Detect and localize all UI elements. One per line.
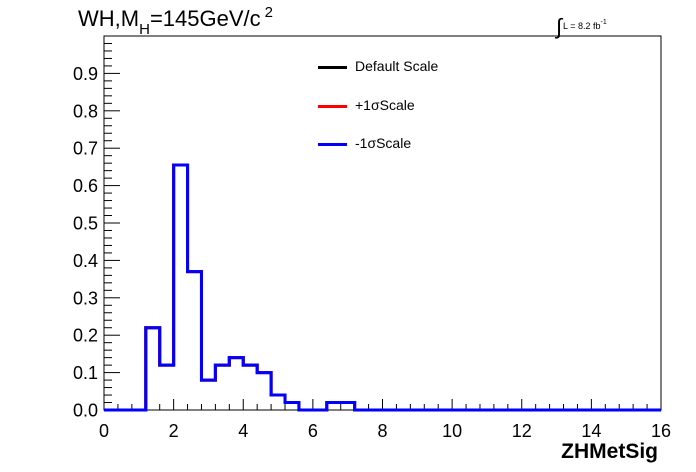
x-tick-label: 12 [512, 421, 532, 441]
legend-swatch-minus1sigma [318, 143, 347, 146]
luminosity-text: L = 8.2 fb [563, 21, 601, 31]
y-tick-label: 0.9 [73, 64, 98, 84]
title-subscript: H [139, 21, 150, 38]
x-tick-label: 2 [169, 421, 179, 441]
y-tick-label: 0.0 [73, 401, 98, 421]
x-tick-label: 6 [308, 421, 318, 441]
y-tick-label: 0.7 [73, 139, 98, 159]
legend-label-plus1sigma: +1σScale [355, 96, 415, 113]
y-tick-label: 0.2 [73, 326, 98, 346]
x-tick-label: 14 [581, 421, 601, 441]
title-mass-value: =145GeV/c [149, 6, 261, 31]
y-tick-label: 0.1 [73, 363, 98, 383]
legend-swatch-plus1sigma [318, 104, 347, 108]
title-superscript: 2 [264, 4, 273, 21]
legend-swatch-default [318, 66, 347, 69]
y-tick-label: 0.3 [73, 288, 98, 308]
x-tick-label: 10 [442, 421, 462, 441]
histogram-series-minus1sigma [104, 163, 661, 412]
y-tick-label: 0.8 [73, 101, 98, 121]
plot-title: WH,MH=145GeV/c 2 [78, 4, 273, 38]
y-tick-label: 0.5 [73, 214, 98, 234]
title-main: WH,M [78, 6, 140, 31]
x-tick-label: 8 [377, 421, 387, 441]
x-tick-label: 4 [238, 421, 248, 441]
luminosity-label: ∫L = 8.2 fb-1 [556, 9, 607, 39]
legend-label-default: Default Scale [355, 58, 439, 74]
integral-sign: ∫ [556, 14, 563, 39]
x-tick-label: 0 [99, 421, 109, 441]
legend-label-minus1sigma: -1σScale [355, 135, 412, 151]
y-tick-label: 0.4 [73, 251, 98, 271]
x-tick-label: 16 [651, 421, 671, 441]
luminosity-unit-exponent: -1 [600, 19, 607, 26]
x-axis-label: ZHMetSig [561, 440, 658, 463]
y-tick-label: 0.6 [73, 176, 98, 196]
